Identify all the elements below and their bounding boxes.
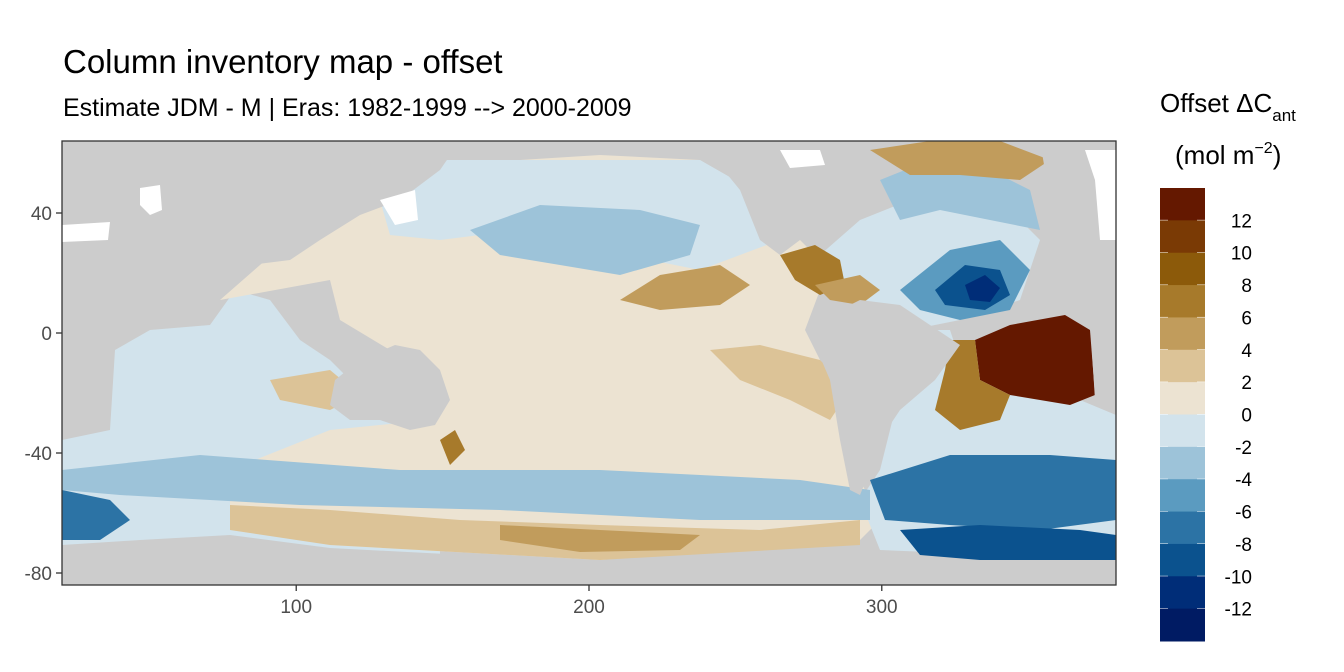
- missing-data-arctic-4: [780, 150, 825, 168]
- y-tick-label: -80: [25, 564, 52, 585]
- legend-label: 2: [1241, 373, 1252, 394]
- x-tick-label: 300: [866, 597, 898, 618]
- east-pacific-positive: [710, 345, 850, 420]
- legend-swatch: [1160, 285, 1205, 318]
- legend-label: -12: [1225, 600, 1252, 621]
- southern-ocean-band: [62, 455, 870, 520]
- australia: [330, 345, 450, 430]
- legend-title-prefix: Offset ΔC: [1160, 88, 1273, 118]
- legend-swatch: [1160, 317, 1205, 351]
- north-pacific-positive: [620, 265, 750, 310]
- x-tick-label: 100: [280, 597, 312, 618]
- legend-label: -6: [1235, 503, 1252, 524]
- legend-label: 4: [1241, 341, 1252, 362]
- legend-title-line2: (mol m−2): [1175, 140, 1281, 175]
- asia: [62, 141, 460, 310]
- legend-label: 0: [1241, 406, 1252, 427]
- legend-swatch: [1160, 576, 1205, 610]
- north-pacific-band: [470, 205, 700, 275]
- legend-label: 10: [1231, 244, 1252, 265]
- legend-swatch: [1160, 414, 1205, 448]
- map-panel: [62, 141, 1116, 585]
- legend-title-subscript: ant: [1272, 106, 1296, 125]
- legend-label: -2: [1235, 438, 1252, 459]
- legend-label: 6: [1241, 308, 1252, 329]
- y-tick-label: -40: [25, 444, 52, 465]
- legend-label: 12: [1231, 211, 1252, 232]
- west-southern-ocean: [62, 490, 130, 540]
- legend-swatch: [1160, 511, 1205, 545]
- antarctica: [62, 535, 1116, 585]
- caribbean: [815, 275, 880, 305]
- equatorial-atlantic: [935, 340, 1010, 430]
- legend-swatch: [1160, 252, 1205, 286]
- north-atlantic-core-dark: [965, 275, 1000, 302]
- legend-swatch: [1160, 349, 1205, 383]
- legend-unit-superscript: −2: [1254, 140, 1273, 157]
- ross-sea-core: [500, 525, 700, 552]
- legend-swatch: [1160, 543, 1205, 577]
- x-tick-label: 200: [573, 597, 605, 618]
- south-atlantic-deep: [900, 525, 1116, 560]
- legend-swatch: [1160, 479, 1205, 513]
- greenland-sea: [870, 141, 1050, 180]
- legend-title-line1: Offset ΔCant: [1160, 88, 1296, 125]
- y-tick-label: 40: [31, 204, 52, 225]
- chart-subtitle: Estimate JDM - M | Eras: 1982-1999 --> 2…: [63, 94, 632, 122]
- africa: [1090, 300, 1116, 415]
- gulf-of-guinea-hotspot: [975, 315, 1095, 405]
- legend-label: -4: [1235, 470, 1252, 491]
- legend-swatch: [1160, 446, 1205, 480]
- missing-data-arctic-2: [380, 190, 418, 225]
- chart-title: Column inventory map - offset: [63, 43, 503, 80]
- legend-unit-suffix: ): [1272, 140, 1282, 170]
- south-america: [815, 300, 960, 495]
- tasman-positive: [440, 430, 465, 465]
- legend-swatch: [1160, 382, 1205, 415]
- missing-data-arctic-5: [1085, 150, 1116, 240]
- missing-data-arctic-3: [62, 222, 110, 242]
- missing-data-arctic-1: [140, 185, 162, 215]
- legend-unit-prefix: (mol m: [1175, 140, 1255, 170]
- legend-swatch: [1160, 220, 1205, 254]
- legend-label: 8: [1241, 276, 1252, 297]
- y-tick-label: 0: [41, 324, 52, 345]
- legend-swatch: [1160, 608, 1205, 642]
- legend-label: -8: [1235, 535, 1252, 556]
- legend-swatch: [1160, 188, 1205, 221]
- north-america: [700, 141, 870, 255]
- south-atlantic-band: [870, 455, 1116, 530]
- legend-label: -10: [1225, 567, 1252, 588]
- legend-colorbar: 12 10 8 6 4 2 0 -2 -4 -6 -8 -10 -12: [1160, 188, 1252, 642]
